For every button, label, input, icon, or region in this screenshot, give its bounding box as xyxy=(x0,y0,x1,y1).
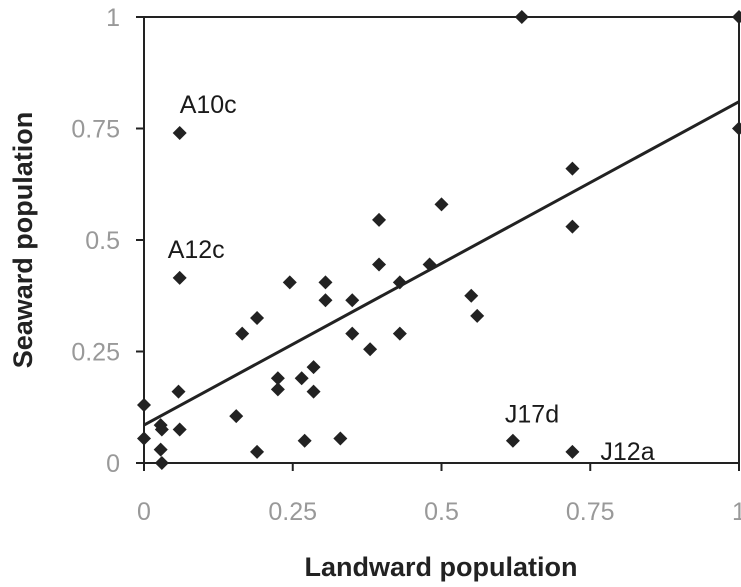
y-tick-label: 1 xyxy=(106,4,120,32)
data-point xyxy=(363,342,378,357)
data-point xyxy=(464,288,479,303)
data-point xyxy=(154,422,169,437)
y-axis-title: Seaward population xyxy=(8,112,38,369)
data-point xyxy=(270,382,285,397)
data-point xyxy=(372,257,387,272)
x-tick-label: 0.5 xyxy=(424,498,459,526)
trendline xyxy=(143,100,740,427)
x-axis-ticks: 0 0.25 0.5 0.75 1 xyxy=(137,463,741,526)
data-point xyxy=(514,10,529,24)
data-point xyxy=(565,444,580,459)
data-point xyxy=(172,125,187,140)
data-point xyxy=(422,257,437,272)
data-point xyxy=(392,326,407,341)
data-point xyxy=(306,360,321,375)
x-axis-title: Landward population xyxy=(305,552,578,582)
x-tick-label: 0.75 xyxy=(566,498,615,526)
x-tick-label: 0.25 xyxy=(268,498,317,526)
data-point xyxy=(229,409,244,424)
data-point xyxy=(172,422,187,437)
x-tick-label: 1 xyxy=(732,498,741,526)
data-point xyxy=(345,326,360,341)
x-tick-label: 0 xyxy=(137,498,151,526)
data-point xyxy=(345,293,360,308)
data-point xyxy=(318,293,333,308)
data-point xyxy=(250,311,265,326)
point-annotations: A10c A12c J17d J12a xyxy=(168,91,655,466)
y-tick-label: 0.5 xyxy=(85,227,120,255)
data-point xyxy=(318,275,333,290)
data-point xyxy=(732,10,741,24)
data-point xyxy=(434,197,449,212)
data-point xyxy=(137,431,151,446)
y-axis-ticks: 0 0.25 0.5 0.75 1 xyxy=(71,4,144,478)
point-annotation: J12a xyxy=(600,438,654,466)
y-tick-label: 0.75 xyxy=(71,116,120,144)
data-point xyxy=(235,326,250,341)
data-point xyxy=(333,431,348,446)
data-point xyxy=(505,433,520,448)
y-tick-label: 0 xyxy=(106,450,120,478)
data-point xyxy=(297,433,312,448)
plot-frame xyxy=(143,16,740,464)
data-point xyxy=(372,212,387,227)
data-point xyxy=(250,444,265,459)
data-point xyxy=(470,308,485,323)
data-point xyxy=(171,384,186,399)
data-point xyxy=(732,121,741,136)
data-point xyxy=(137,398,151,413)
data-point xyxy=(153,442,168,457)
data-point xyxy=(306,384,321,399)
data-point xyxy=(565,161,580,176)
data-point xyxy=(154,456,169,470)
data-point xyxy=(172,270,187,285)
data-point xyxy=(282,275,297,290)
point-annotation: A12c xyxy=(168,236,225,264)
data-point xyxy=(294,371,309,386)
point-annotation: J17d xyxy=(505,401,559,429)
data-point xyxy=(270,371,285,386)
data-point xyxy=(392,275,407,290)
point-annotation: A10c xyxy=(180,91,237,119)
data-points xyxy=(137,10,741,470)
y-tick-label: 0.25 xyxy=(71,339,120,367)
data-point xyxy=(565,219,580,234)
trendline-layer xyxy=(143,100,740,427)
